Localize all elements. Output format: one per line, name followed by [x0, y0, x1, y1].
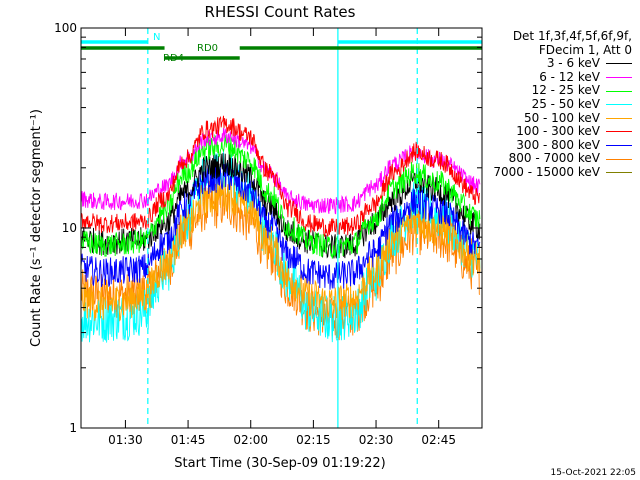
legend-swatch [606, 117, 632, 119]
legend-swatch [606, 90, 632, 92]
legend-label: 800 - 7000 keV [508, 151, 600, 166]
legend-label: 50 - 100 keV [523, 110, 600, 125]
legend-label: 3 - 6 keV [546, 56, 600, 71]
legend-swatch [606, 63, 632, 65]
legend-header-line-1: Det 1f,3f,4f,5f,6f,9f, [512, 29, 632, 43]
series-line [80, 153, 481, 259]
legend-item: 25 - 50 keV [432, 96, 632, 112]
chart-title: RHESSI Count Rates [205, 3, 356, 21]
y-tick-label: 100 [54, 21, 77, 35]
legend-header-line-2: FDecim 1, Att 0 [538, 42, 632, 57]
bar-label-rd4: RD4 [163, 53, 184, 64]
y-tick-label: 1 [69, 421, 77, 435]
legend-label: 6 - 12 keV [539, 69, 600, 84]
legend-swatch [606, 104, 632, 106]
legend-item: 6 - 12 keV [432, 69, 632, 85]
legend-item: 300 - 800 keV [432, 137, 632, 153]
bar-label-n: N [153, 32, 160, 43]
plot-area: N RD0 RD4 [80, 28, 482, 428]
legend-label: 100 - 300 keV [516, 124, 600, 139]
legend-item: 100 - 300 keV [432, 125, 632, 139]
legend-label: 7000 - 15000 keV [493, 164, 600, 179]
legend-item: 3 - 6 keV [432, 57, 632, 71]
legend-rows: 3 - 6 keV 6 - 12 keV 12 - 25 keV 25 - 50 ke… [432, 57, 632, 179]
legend-label: 300 - 800 keV [516, 137, 600, 152]
x-tick-label: 02:15 [296, 433, 331, 447]
legend-label: 12 - 25 keV [531, 83, 600, 98]
y-axis-label: Count Rate (s⁻¹ detector segment⁻¹) [29, 109, 44, 347]
x-tick-label: 01:45 [171, 433, 206, 447]
x-tick-label: 01:30 [108, 433, 143, 447]
legend-item: 800 - 7000 keV [432, 152, 632, 166]
x-axis-label: Start Time (30-Sep-09 01:19:22) [174, 456, 385, 471]
legend-item: 12 - 25 keV [432, 84, 632, 98]
y-tick-label: 10 [62, 221, 77, 235]
legend-label: 25 - 50 keV [531, 96, 600, 111]
legend-item: 50 - 100 keV [432, 110, 632, 126]
x-tick-label: 02:45 [421, 433, 456, 447]
legend: Det 1f,3f,4f,5f,6f,9f, FDecim 1, Att 0 3… [432, 29, 632, 180]
x-tick-label: 02:30 [359, 433, 394, 447]
axes: 1 10 100 01:30 01:45 02:00 02:15 02:30 02:45 [54, 21, 483, 447]
legend-swatch [606, 158, 632, 160]
x-tick-label: 02:00 [233, 433, 268, 447]
footer-timestamp: 15-Oct-2021 22:05 [550, 468, 636, 478]
legend-swatch [606, 131, 632, 133]
legend-swatch [606, 145, 632, 147]
bar-label-rd0: RD0 [197, 43, 218, 54]
legend-item: 7000 - 15000 keV [432, 164, 632, 180]
legend-swatch [606, 77, 632, 79]
legend-swatch [606, 172, 632, 174]
